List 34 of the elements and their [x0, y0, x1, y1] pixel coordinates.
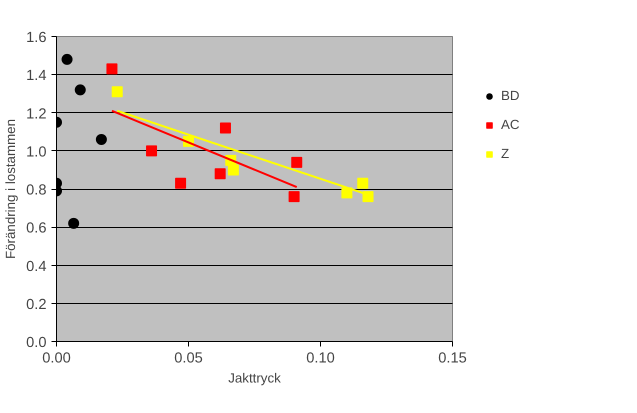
point — [96, 134, 107, 145]
point — [146, 145, 158, 156]
y-axis-title: Förändring i lostammen — [3, 118, 18, 259]
point — [362, 191, 374, 202]
point — [175, 178, 186, 189]
y-tick-label: 0.6 — [26, 220, 46, 237]
y-tick-label: 1.4 — [26, 68, 46, 84]
point — [74, 84, 86, 96]
y-tick-label: 0.0 — [26, 335, 46, 351]
point — [220, 122, 231, 134]
x-tick-label: 0.15 — [438, 350, 467, 366]
y-tick-label: 1.2 — [26, 106, 46, 122]
legend-label: AC — [501, 117, 521, 132]
y-tick-label: 0.2 — [26, 296, 46, 313]
y-tick-label: 1.6 — [26, 30, 46, 46]
y-tick-label: 0.4 — [26, 258, 46, 275]
point — [228, 164, 239, 176]
x-axis-title: Jakttryck — [228, 370, 282, 386]
x-tick-label: 0.10 — [306, 350, 335, 366]
legend-label: BD — [501, 88, 521, 103]
point — [62, 54, 73, 65]
point — [112, 86, 123, 98]
point — [68, 218, 80, 229]
point — [214, 168, 226, 180]
x-tick-label: 0.05 — [174, 350, 203, 366]
point — [291, 156, 302, 168]
point — [357, 178, 368, 189]
x-tick-label: 0.00 — [42, 350, 71, 366]
y-tick-label: 1.0 — [26, 144, 46, 160]
point — [341, 187, 352, 198]
point — [106, 63, 118, 74]
legend-label: Z — [501, 146, 510, 161]
point — [288, 191, 300, 202]
y-tick-label: 0.8 — [26, 182, 46, 198]
